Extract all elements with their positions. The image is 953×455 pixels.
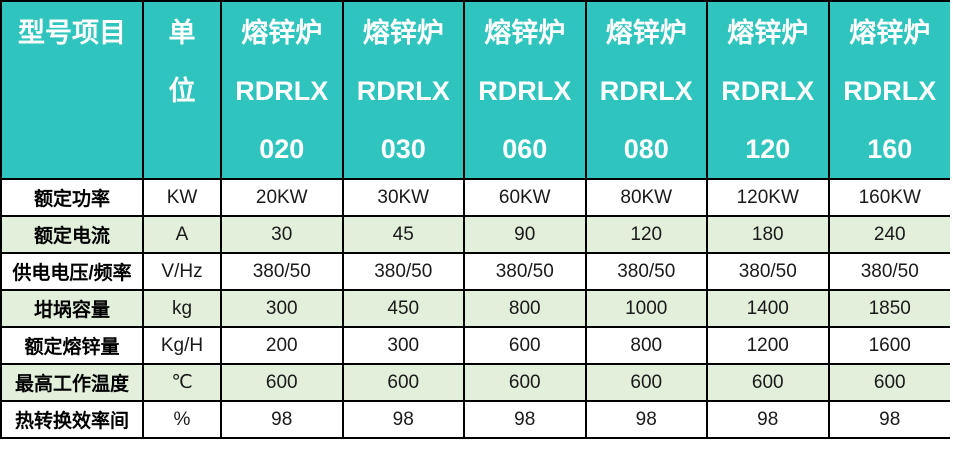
header-cell-product-160: 熔锌炉 RDRLX 160	[827, 0, 950, 180]
value-cell: 120	[584, 215, 708, 254]
unit-cell: V/Hz	[142, 252, 222, 291]
row-label-cell: 供电电压/频率	[0, 252, 144, 291]
value-cell: 450	[341, 289, 465, 328]
product-name-line: RDRLX	[478, 76, 572, 106]
product-name-line: 熔锌炉	[362, 18, 444, 48]
value-cell: 600	[341, 363, 465, 402]
value-cell: 60KW	[463, 178, 587, 217]
row-label-cell: 额定电流	[0, 215, 144, 254]
value-cell: 380/50	[584, 252, 708, 291]
header-cell-product-020: 熔锌炉 RDRLX 020	[220, 0, 344, 180]
product-name-line: RDRLX	[843, 76, 937, 106]
value-cell: 600	[706, 363, 830, 402]
value-cell: 1850	[827, 289, 950, 328]
product-name-line: 熔锌炉	[241, 18, 323, 48]
header-cell-product-120: 熔锌炉 RDRLX 120	[706, 0, 830, 180]
row-label-cell: 额定功率	[0, 178, 144, 217]
product-name-line: 熔锌炉	[727, 18, 809, 48]
value-cell: 1400	[706, 289, 830, 328]
table-row-rated-power: 额定功率 KW 20KW 30KW 60KW 80KW 120KW 160KW	[0, 178, 950, 217]
product-name-line: 080	[623, 134, 669, 164]
value-cell: 90	[463, 215, 587, 254]
value-cell: 80KW	[584, 178, 708, 217]
value-cell: 30KW	[341, 178, 465, 217]
header-cell-product-080: 熔锌炉 RDRLX 080	[584, 0, 708, 180]
value-cell: 300	[220, 289, 344, 328]
value-cell: 120KW	[706, 178, 830, 217]
product-name-line: 熔锌炉	[605, 18, 687, 48]
header-cell-product-060: 熔锌炉 RDRLX 060	[463, 0, 587, 180]
row-label-cell: 额定熔锌量	[0, 326, 144, 365]
value-cell: 98	[463, 400, 587, 439]
value-cell: 180	[706, 215, 830, 254]
header-row: 型号项目 单 位 熔锌炉 RDRLX 020 熔锌炉 RDRLX 030 熔锌炉…	[0, 0, 950, 180]
product-name-line: 020	[259, 134, 305, 164]
value-cell: 380/50	[220, 252, 344, 291]
value-cell: 240	[827, 215, 950, 254]
product-name-line: RDRLX	[599, 76, 693, 106]
row-label-cell: 最高工作温度	[0, 363, 144, 402]
value-cell: 600	[463, 363, 587, 402]
unit-cell: %	[142, 400, 222, 439]
value-cell: 98	[584, 400, 708, 439]
table-row-max-working-temperature: 最高工作温度 ℃ 600 600 600 600 600 600	[0, 363, 950, 402]
product-name-line: 熔锌炉	[484, 18, 566, 48]
table-row-rated-current: 额定电流 A 30 45 90 120 180 240	[0, 215, 950, 254]
spec-table: 型号项目 单 位 熔锌炉 RDRLX 020 熔锌炉 RDRLX 030 熔锌炉…	[0, 0, 950, 439]
table-row-supply-voltage-frequency: 供电电压/频率 V/Hz 380/50 380/50 380/50 380/50…	[0, 252, 950, 291]
unit-cell: kg	[142, 289, 222, 328]
value-cell: 98	[220, 400, 344, 439]
value-cell: 98	[341, 400, 465, 439]
unit-label-line: 位	[168, 76, 196, 106]
value-cell: 160KW	[827, 178, 950, 217]
value-cell: 45	[341, 215, 465, 254]
value-cell: 600	[584, 363, 708, 402]
product-name-line: 160	[867, 134, 913, 164]
row-label-cell: 坩埚容量	[0, 289, 144, 328]
product-name-line: 熔锌炉	[849, 18, 931, 48]
product-name-line: RDRLX	[235, 76, 329, 106]
value-cell: 1000	[584, 289, 708, 328]
unit-cell: ℃	[142, 363, 222, 402]
header-cell-model-item: 型号项目	[0, 0, 144, 180]
product-name-line: 030	[380, 134, 426, 164]
value-cell: 600	[463, 326, 587, 365]
value-cell: 380/50	[463, 252, 587, 291]
value-cell: 98	[827, 400, 950, 439]
value-cell: 800	[463, 289, 587, 328]
value-cell: 1200	[706, 326, 830, 365]
unit-cell: KW	[142, 178, 222, 217]
header-cell-unit: 单 位	[142, 0, 222, 180]
value-cell: 600	[827, 363, 950, 402]
table-row-heat-conversion-efficiency: 热转换效率间 % 98 98 98 98 98 98	[0, 400, 950, 439]
table-row-crucible-capacity: 坩埚容量 kg 300 450 800 1000 1400 1850	[0, 289, 950, 328]
value-cell: 30	[220, 215, 344, 254]
unit-label-line: 单	[168, 18, 196, 48]
value-cell: 380/50	[341, 252, 465, 291]
unit-cell: A	[142, 215, 222, 254]
row-label-cell: 热转换效率间	[0, 400, 144, 439]
value-cell: 600	[220, 363, 344, 402]
value-cell: 800	[584, 326, 708, 365]
table-row-rated-zinc-melting-rate: 额定熔锌量 Kg/H 200 300 600 800 1200 1600	[0, 326, 950, 365]
value-cell: 380/50	[706, 252, 830, 291]
product-name-line: 060	[502, 134, 548, 164]
header-cell-product-030: 熔锌炉 RDRLX 030	[341, 0, 465, 180]
product-name-line: 120	[745, 134, 791, 164]
value-cell: 20KW	[220, 178, 344, 217]
value-cell: 200	[220, 326, 344, 365]
value-cell: 1600	[827, 326, 950, 365]
product-name-line: RDRLX	[356, 76, 450, 106]
unit-cell: Kg/H	[142, 326, 222, 365]
value-cell: 300	[341, 326, 465, 365]
model-item-label: 型号项目	[18, 18, 126, 48]
product-name-line: RDRLX	[721, 76, 815, 106]
value-cell: 380/50	[827, 252, 950, 291]
value-cell: 98	[706, 400, 830, 439]
